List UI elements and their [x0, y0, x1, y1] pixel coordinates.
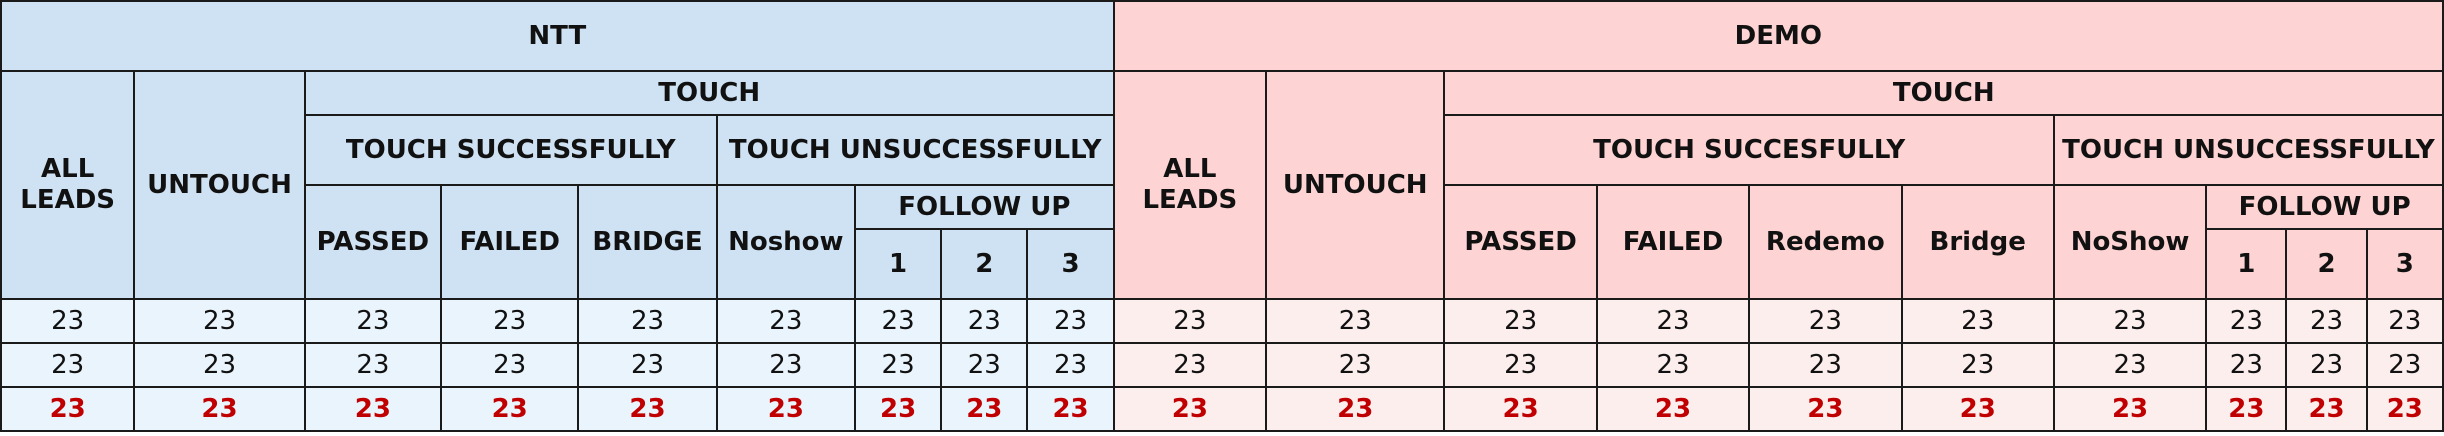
total-cell: 23: [133, 386, 306, 432]
total-cell: 23: [2205, 386, 2288, 432]
total-cell: 23: [577, 386, 718, 432]
ntt-follow-up-header: FOLLOW UP: [854, 184, 1115, 230]
demo-touch-header: TOUCH: [1443, 70, 2444, 116]
table-cell: 23: [1026, 342, 1115, 388]
table-cell: 23: [577, 342, 718, 388]
table-cell: 23: [715, 342, 857, 388]
table-cell: 23: [1900, 298, 2055, 344]
table-cell: 23: [1443, 342, 1598, 388]
table-cell: 23: [1595, 342, 1751, 388]
ntt-bridge-header: BRIDGE: [577, 184, 718, 300]
demo-bridge-header: Bridge: [1900, 184, 2055, 300]
total-cell: 23: [1112, 386, 1268, 432]
table-cell: 23: [2052, 298, 2208, 344]
table-cell: 23: [2205, 298, 2288, 344]
total-cell: 23: [2365, 386, 2444, 432]
demo-failed-header: FAILED: [1595, 184, 1751, 300]
table-cell: 23: [2052, 342, 2208, 388]
total-cell: 23: [1748, 386, 1903, 432]
total-cell: 23: [1900, 386, 2055, 432]
demo-follow-up-header: FOLLOW UP: [2205, 184, 2444, 230]
table-cell: 23: [1265, 298, 1446, 344]
ntt-all-leads-header: ALL LEADS: [0, 70, 136, 300]
table-cell: 23: [2365, 342, 2444, 388]
demo-follow-up-3-header: 3: [2365, 228, 2444, 300]
total-cell: 23: [853, 386, 943, 432]
total-cell: 23: [1595, 386, 1751, 432]
ntt-noshow-header: Noshow: [715, 184, 857, 300]
table-cell: 23: [440, 298, 580, 344]
total-cell: 23: [0, 386, 136, 432]
table-cell: 23: [303, 342, 443, 388]
ntt-follow-up-1-header: 1: [853, 228, 943, 300]
table-cell: 23: [2285, 342, 2368, 388]
table-cell: 23: [2205, 342, 2288, 388]
table-row: 23 23 23 23 23 23 23 23 23 23 23 23 23 2…: [0, 298, 2444, 344]
total-cell: 23: [1026, 386, 1115, 432]
table-cell: 23: [0, 298, 136, 344]
table-cell: 23: [440, 342, 580, 388]
table-cell: 23: [2365, 298, 2444, 344]
demo-touch-unsuccessfully-header: TOUCH UNSUCCESSFULLY: [2052, 114, 2444, 186]
table-cell: 23: [1595, 298, 1751, 344]
table-cell: 23: [133, 298, 306, 344]
demo-follow-up-2-header: 2: [2285, 228, 2368, 300]
table-cell: 23: [303, 298, 443, 344]
ntt-touch-successfully-header: TOUCH SUCCESSFULLY: [303, 114, 718, 186]
ntt-group-header: NTT: [0, 0, 1115, 72]
table-cell: 23: [1748, 298, 1903, 344]
table-cell: 23: [1900, 342, 2055, 388]
table-cell: 23: [853, 298, 943, 344]
total-cell: 23: [715, 386, 857, 432]
table-cell: 23: [577, 298, 718, 344]
table-cell: 23: [1026, 298, 1115, 344]
table-row: 23 23 23 23 23 23 23 23 23 23 23 23 23 2…: [0, 342, 2444, 388]
total-cell: 23: [1443, 386, 1598, 432]
total-cell: 23: [2285, 386, 2368, 432]
total-cell: 23: [440, 386, 580, 432]
ntt-untouch-header: UNTOUCH: [133, 70, 306, 300]
demo-group-header: DEMO: [1112, 0, 2444, 72]
total-row: 23 23 23 23 23 23 23 23 23 23 23 23 23 2…: [0, 386, 2444, 432]
table-cell: 23: [0, 342, 136, 388]
ntt-touch-unsuccessfully-header: TOUCH UNSUCCESSFULLY: [715, 114, 1115, 186]
total-cell: 23: [1265, 386, 1446, 432]
demo-untouch-header: UNTOUCH: [1265, 70, 1446, 300]
demo-all-leads-header: ALL LEADS: [1112, 70, 1268, 300]
table-cell: 23: [1112, 342, 1268, 388]
table-cell: 23: [1112, 298, 1268, 344]
demo-noshow-header: NoShow: [2052, 184, 2208, 300]
table-cell: 23: [133, 342, 306, 388]
ntt-failed-header: FAILED: [440, 184, 580, 300]
demo-passed-header: PASSED: [1443, 184, 1598, 300]
table-cell: 23: [2285, 298, 2368, 344]
table-cell: 23: [940, 342, 1029, 388]
ntt-follow-up-3-header: 3: [1026, 228, 1115, 300]
table-cell: 23: [853, 342, 943, 388]
demo-follow-up-1-header: 1: [2205, 228, 2288, 300]
total-cell: 23: [303, 386, 443, 432]
table-cell: 23: [1443, 298, 1598, 344]
table-cell: 23: [1748, 342, 1903, 388]
table-cell: 23: [1265, 342, 1446, 388]
ntt-follow-up-2-header: 2: [940, 228, 1029, 300]
demo-redemo-header: Redemo: [1748, 184, 1903, 300]
demo-touch-successfully-header: TOUCH SUCCESFULLY: [1443, 114, 2055, 186]
table-cell: 23: [715, 298, 857, 344]
ntt-passed-header: PASSED: [303, 184, 443, 300]
total-cell: 23: [2052, 386, 2208, 432]
total-cell: 23: [940, 386, 1029, 432]
table-cell: 23: [940, 298, 1029, 344]
ntt-touch-header: TOUCH: [303, 70, 1115, 116]
